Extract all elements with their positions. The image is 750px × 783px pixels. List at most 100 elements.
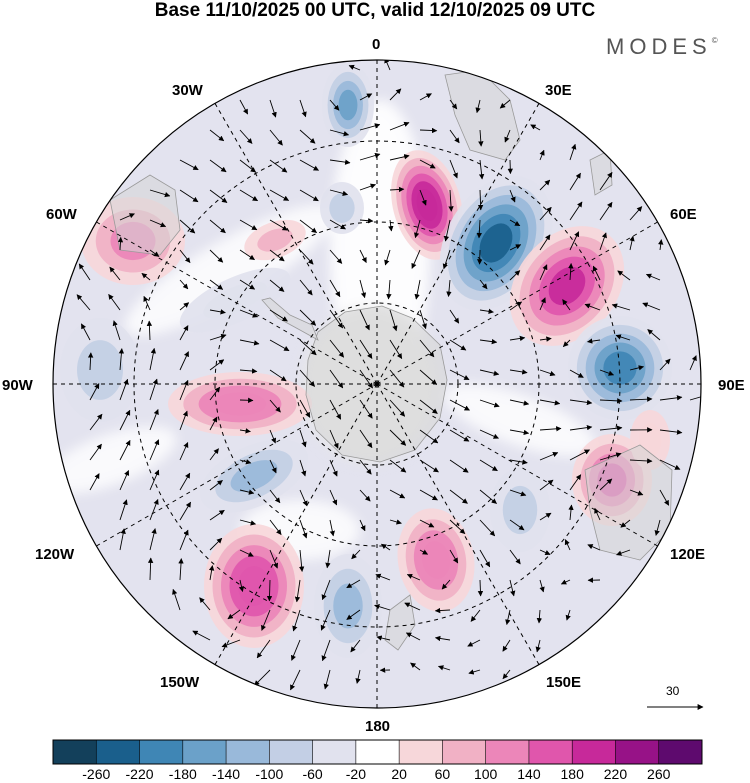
brand-name: MODES [606, 34, 712, 59]
wind-arrow [208, 565, 215, 581]
anomaly-contour [230, 460, 278, 492]
wind-arrow [405, 632, 421, 641]
wind-arrow [389, 429, 407, 446]
wind-arrow [479, 429, 499, 439]
anomaly-contour [77, 340, 123, 400]
anomaly-contour [502, 485, 538, 535]
colorbar-frame [52, 739, 703, 765]
wind-arrow [239, 99, 249, 115]
wind-arrow [448, 189, 454, 212]
meridian-line [96, 221, 378, 385]
wind-arrow [594, 507, 601, 521]
wind-arrow [539, 549, 551, 556]
wind-arrow [569, 449, 590, 461]
colorbar-swatch [658, 740, 703, 764]
meridian-line [96, 383, 378, 547]
wind-arrow [629, 365, 645, 371]
wind-arrow [329, 159, 351, 165]
wind-arrow [359, 152, 381, 161]
wind-arrow [141, 272, 151, 281]
wind-arrow [479, 279, 488, 290]
wind-arrow [629, 235, 635, 251]
meridian-line [214, 383, 378, 665]
wind-arrow [256, 639, 271, 659]
wind-arrow [239, 279, 256, 290]
wind-arrow [119, 439, 131, 461]
wind-arrow [359, 183, 376, 191]
wind-arrow [179, 472, 191, 491]
colorbar-swatch [442, 740, 486, 764]
wind-arrow [299, 99, 307, 118]
wind-arrow [419, 369, 437, 385]
lon-label-120e: 120E [670, 546, 706, 563]
wind-arrow [509, 399, 530, 406]
wind-arrow [476, 219, 482, 239]
wind-arrow [329, 249, 343, 264]
wind-arrow [359, 489, 371, 502]
wind-arrow [209, 509, 225, 521]
wind-arrow [209, 386, 221, 401]
wind-arrow [414, 279, 421, 300]
wind-arrow [539, 399, 561, 406]
wind-arrow [329, 459, 338, 477]
wind-arrow [509, 489, 527, 497]
wind-arrow [329, 519, 335, 537]
wind-arrow [359, 123, 381, 131]
wind-arrow [539, 452, 559, 461]
colorbar-swatch [485, 740, 530, 764]
wind-arrow [359, 249, 367, 264]
wind-arrow [359, 429, 373, 449]
anomaly-contour [213, 392, 267, 416]
wind-arrow [321, 639, 331, 662]
wind-arrow [380, 543, 391, 551]
colorbar-swatch [572, 740, 616, 764]
wind-arrow [329, 189, 349, 196]
wind-arrow [329, 279, 341, 298]
wind-arrow [359, 93, 373, 101]
wind-arrow [539, 579, 545, 593]
wind-arrow [479, 369, 500, 376]
lon-label-60e: 60E [670, 206, 697, 223]
wind-arrow [539, 479, 554, 491]
wind-arrow [404, 602, 421, 611]
wind-arrow [599, 232, 607, 251]
lon-label-90w: 90W [2, 377, 33, 394]
wind-arrow [239, 519, 257, 526]
wind-arrow [269, 549, 279, 569]
wind-arrow [406, 573, 421, 581]
wind-arrow [434, 635, 451, 642]
wind-arrow [329, 219, 346, 230]
wind-arrow [509, 189, 516, 203]
wind-arrow [290, 639, 301, 661]
wind-arrow [419, 309, 427, 330]
colorbar-tick-label: 180 [560, 766, 584, 782]
wind-arrow [449, 99, 458, 110]
wind-arrow [329, 399, 342, 420]
wind-arrow [149, 528, 157, 551]
wind-arrow [119, 409, 131, 431]
wind-arrow [654, 519, 661, 536]
madagascar [589, 149, 613, 196]
wind-arrow [299, 129, 316, 144]
wind-arrow [209, 219, 226, 234]
lon-label-30w: 30W [172, 82, 203, 99]
wind-arrow [384, 249, 391, 266]
colorbar-tick-label: -140 [212, 766, 241, 782]
anomaly-center [397, 508, 475, 612]
anomaly-center [204, 524, 304, 648]
wind-arrow [509, 579, 516, 597]
wind-arrow [80, 323, 91, 341]
meridian-line [376, 383, 540, 665]
wind-arrow [470, 609, 481, 622]
wind-arrow [479, 549, 491, 568]
anomaly-center [320, 182, 364, 234]
colorbar-tick-label: -60 [302, 766, 323, 782]
wind-arrow [389, 369, 405, 388]
wind-arrow [149, 378, 158, 401]
lon-label-150e: 150E [546, 674, 582, 691]
wind-arrow [209, 537, 223, 551]
wind-arrow [389, 186, 405, 193]
anomaly-center [322, 63, 374, 147]
wind-arrow [629, 458, 653, 464]
map-title: Base 11/10/2025 00 UTC, valid 12/10/2025… [154, 0, 596, 21]
